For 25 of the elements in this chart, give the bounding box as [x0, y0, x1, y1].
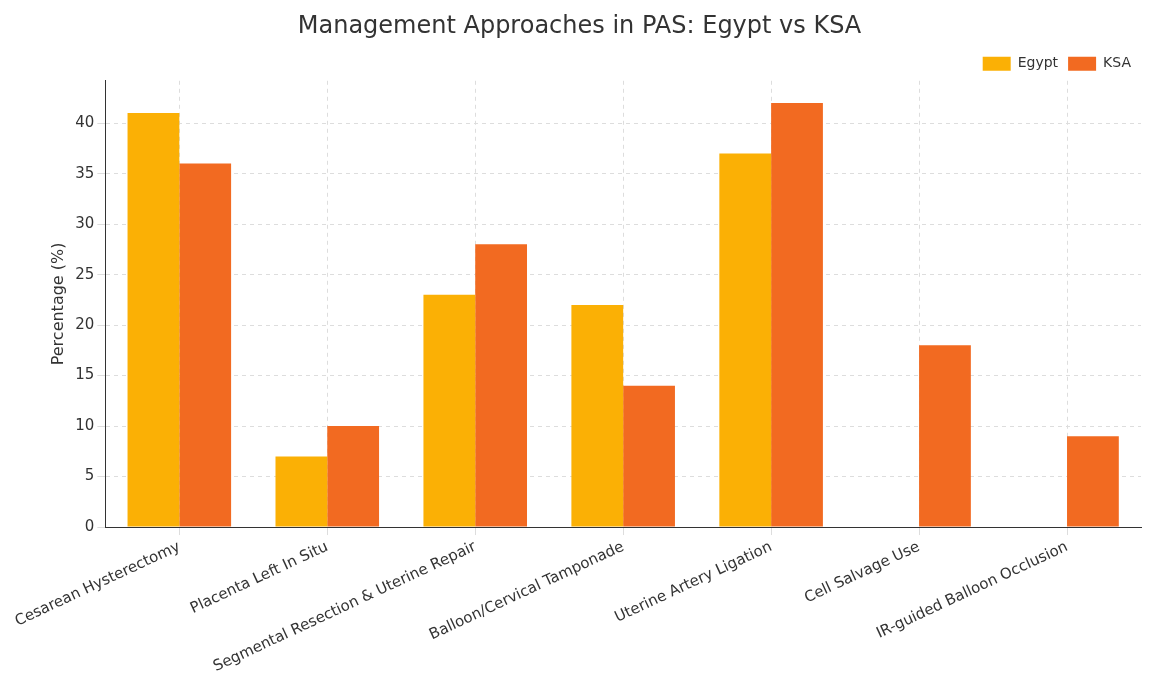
y-tick-label: 0 — [84, 516, 95, 535]
bar — [771, 103, 823, 527]
bar — [179, 163, 232, 527]
y-tick-label: 30 — [75, 214, 95, 233]
legend-label: Egypt — [1017, 54, 1059, 71]
y-tick-label: 25 — [75, 264, 95, 283]
y-tick-label: 15 — [75, 365, 95, 384]
bar — [1067, 436, 1119, 527]
bar — [571, 304, 624, 527]
bar — [475, 244, 528, 527]
bar — [275, 456, 328, 527]
y-axis-title: Percentage (%) — [47, 242, 67, 366]
y-tick-label: 40 — [75, 113, 95, 132]
chart-title: Management Approaches in PAS: Egypt vs KSA — [297, 10, 862, 39]
bar — [327, 426, 380, 527]
bar — [127, 113, 180, 527]
bar — [919, 345, 971, 527]
y-tick-label: 20 — [75, 315, 95, 334]
bar — [423, 294, 476, 527]
bar — [719, 153, 772, 527]
bar — [623, 385, 675, 527]
y-tick-label: 10 — [75, 415, 95, 434]
legend-label: KSA — [1103, 54, 1132, 71]
y-tick-label: 35 — [75, 163, 95, 182]
y-tick-label: 5 — [84, 466, 95, 485]
